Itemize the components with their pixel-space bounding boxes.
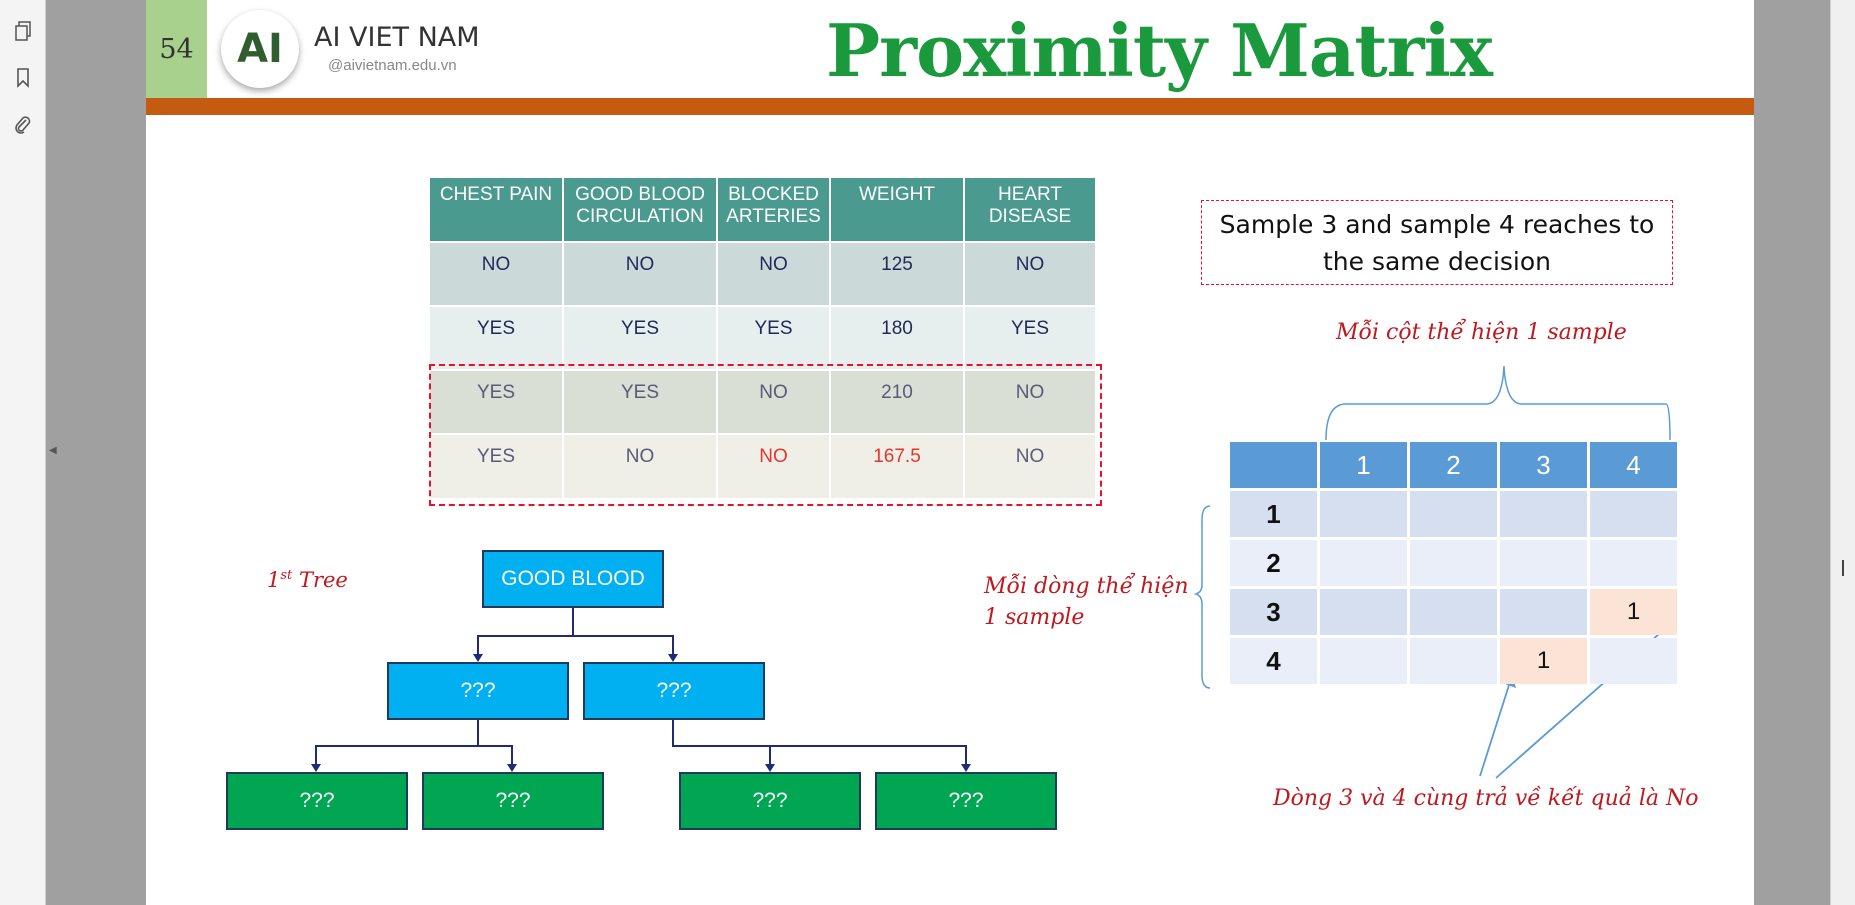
page-number: 54 [146, 0, 207, 98]
proximity-matrix: 1 2 3 4 1 2 3 1 4 [1227, 439, 1680, 687]
matrix-header-row: 1 2 3 4 [1230, 442, 1677, 488]
tree-leaf-node: ??? [875, 772, 1057, 830]
brand-site: @aivietnam.edu.vn [328, 57, 457, 74]
row-note-line2: 1 sample [984, 605, 1085, 630]
matrix-row-header: 3 [1230, 589, 1317, 635]
matrix-cell [1590, 540, 1677, 586]
table-cell: YES [717, 305, 831, 370]
table-cell: NO [717, 369, 831, 434]
table-header: HEART DISEASE [964, 178, 1097, 242]
table-cell: YES [430, 369, 564, 434]
table-header: GOOD BLOOD CIRCULATION [563, 178, 718, 242]
matrix-col-header: 3 [1500, 442, 1587, 488]
table-row: NO NO NO 125 NO [430, 241, 1097, 306]
matrix-cell [1320, 589, 1407, 635]
matrix-row: 2 [1230, 540, 1677, 586]
logo: AI [221, 10, 299, 88]
matrix-col-header: 4 [1590, 442, 1677, 488]
matrix-col-header: 2 [1410, 442, 1497, 488]
table-header: WEIGHT [830, 178, 965, 242]
rows-highlight-box [429, 364, 1102, 506]
tree-leaf-node: ??? [679, 772, 861, 830]
tree-node-right: ??? [583, 662, 765, 720]
slide-title: Proximity Matrix [826, 8, 1493, 93]
row-brace [1193, 505, 1211, 689]
table-header-row: CHEST PAIN GOOD BLOOD CIRCULATION BLOCKE… [430, 178, 1097, 242]
tree-node-left: ??? [387, 662, 569, 720]
pages-icon[interactable] [12, 20, 34, 42]
data-table: CHEST PAIN GOOD BLOOD CIRCULATION BLOCKE… [430, 178, 1097, 498]
matrix-cell [1320, 491, 1407, 537]
title-divider [146, 98, 1754, 115]
matrix-cell [1500, 491, 1587, 537]
table-cell: 210 [830, 369, 965, 434]
scroll-thumb[interactable] [1842, 560, 1844, 576]
table-cell: NO [430, 241, 564, 306]
bookmark-icon[interactable] [12, 67, 34, 89]
slide-page: 54 AI AI VIET NAM @aivietnam.edu.vn Prox… [146, 0, 1754, 905]
note-box: Sample 3 and sample 4 reaches to the sam… [1201, 200, 1673, 285]
matrix-row-header: 2 [1230, 540, 1317, 586]
table-cell: NO [563, 241, 718, 306]
table-cell: NO [964, 433, 1097, 498]
tree-arrowheads [311, 654, 971, 772]
tree-label: 1st Tree [267, 568, 348, 592]
matrix-cell [1500, 589, 1587, 635]
table-cell: 180 [830, 305, 965, 370]
tree-root-node: GOOD BLOOD [482, 550, 664, 608]
matrix-row: 4 1 [1230, 638, 1677, 684]
matrix-row: 3 1 [1230, 589, 1677, 635]
matrix-cell [1410, 540, 1497, 586]
attachment-icon[interactable] [12, 114, 34, 136]
viewer-sidebar [0, 0, 46, 905]
matrix-cell [1410, 589, 1497, 635]
table-cell: NO [563, 433, 718, 498]
tree-leaf-node: ??? [422, 772, 604, 830]
table-header: CHEST PAIN [430, 178, 564, 242]
vertical-scrollbar[interactable] [1830, 0, 1855, 905]
tree-leaf-node: ??? [226, 772, 408, 830]
table-cell-highlight: NO [717, 433, 831, 498]
table-cell: YES [964, 305, 1097, 370]
table-cell: 125 [830, 241, 965, 306]
table-header: BLOCKED ARTERIES [717, 178, 831, 242]
table-cell: NO [964, 241, 1097, 306]
matrix-corner [1230, 442, 1317, 488]
table-row: YES NO NO 167.5 NO [430, 433, 1097, 498]
column-brace [1325, 365, 1671, 441]
matrix-cell-hit: 1 [1500, 638, 1587, 684]
matrix-cell [1410, 491, 1497, 537]
collapse-sidebar-icon[interactable]: ◀ [49, 445, 57, 456]
table-cell: NO [964, 369, 1097, 434]
matrix-cell [1410, 638, 1497, 684]
matrix-cell [1590, 491, 1677, 537]
table-cell: YES [430, 305, 564, 370]
bottom-note: Dòng 3 và 4 cùng trả về kết quả là No [1273, 786, 1699, 811]
matrix-cell [1590, 638, 1677, 684]
table-cell: YES [430, 433, 564, 498]
column-note: Mỗi cột thể hiện 1 sample [1336, 320, 1627, 345]
matrix-cell [1320, 540, 1407, 586]
matrix-cell [1500, 540, 1587, 586]
row-note-line1: Mỗi dòng thể hiện [984, 574, 1189, 599]
table-row: YES YES YES 180 YES [430, 305, 1097, 370]
tree-label-word: Tree [292, 568, 348, 592]
brand-name: AI VIET NAM [314, 22, 480, 53]
table-cell: YES [563, 369, 718, 434]
table-row: YES YES NO 210 NO [430, 369, 1097, 434]
matrix-row-header: 4 [1230, 638, 1317, 684]
matrix-cell-hit: 1 [1590, 589, 1677, 635]
tree-label-sup: st [280, 568, 293, 583]
tree-connectors [315, 608, 967, 770]
matrix-cell [1320, 638, 1407, 684]
tree-label-number: 1 [267, 568, 281, 592]
matrix-row: 1 [1230, 491, 1677, 537]
table-cell: NO [717, 241, 831, 306]
matrix-row-header: 1 [1230, 491, 1317, 537]
matrix-col-header: 1 [1320, 442, 1407, 488]
table-cell: YES [563, 305, 718, 370]
table-cell-highlight: 167.5 [830, 433, 965, 498]
